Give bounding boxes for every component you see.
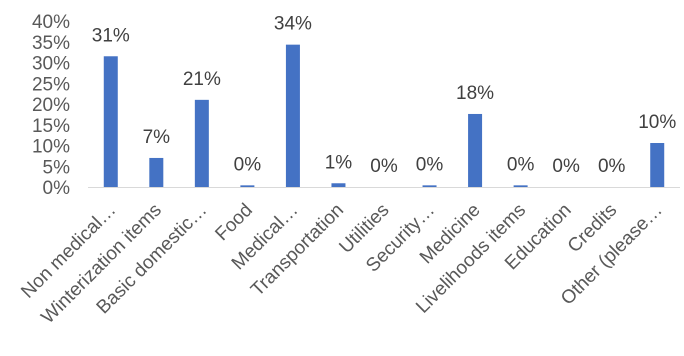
data-label: 0% xyxy=(234,154,262,175)
y-tick-label: 0% xyxy=(43,178,71,199)
bars xyxy=(103,44,665,188)
data-label: 34% xyxy=(274,14,312,35)
bar xyxy=(650,143,665,187)
data-label: 7% xyxy=(143,127,171,148)
data-label: 31% xyxy=(92,25,130,46)
data-label: 10% xyxy=(638,112,676,133)
y-axis: 0%5%10%15%20%25%30%35%40% xyxy=(32,12,70,199)
data-label: 0% xyxy=(370,156,398,177)
data-label: 0% xyxy=(552,156,580,177)
data-label: 18% xyxy=(456,83,494,104)
bar xyxy=(285,44,300,187)
data-label: 1% xyxy=(325,152,353,173)
bar xyxy=(149,157,164,187)
bar xyxy=(422,185,437,187)
bar xyxy=(513,185,528,187)
bar xyxy=(468,113,483,187)
bar xyxy=(103,56,118,188)
data-labels: 31% 7% 21% 0% 34% 1% 0% 0% 18% 0% 0% 0% 10% xyxy=(92,14,677,177)
y-tick-label: 35% xyxy=(32,33,70,54)
y-tick-label: 20% xyxy=(32,95,70,116)
bar xyxy=(331,183,346,187)
data-label: 0% xyxy=(416,154,444,175)
data-label: 0% xyxy=(507,154,535,175)
data-label: 21% xyxy=(183,69,221,90)
data-label: 0% xyxy=(598,156,626,177)
y-tick-label: 10% xyxy=(32,137,70,158)
y-tick-label: 15% xyxy=(32,116,70,137)
bar xyxy=(240,185,255,187)
y-tick-label: 40% xyxy=(32,12,70,33)
y-tick-label: 30% xyxy=(32,54,70,75)
bar xyxy=(194,99,209,187)
y-tick-label: 25% xyxy=(32,74,70,95)
y-tick-label: 5% xyxy=(43,157,71,178)
